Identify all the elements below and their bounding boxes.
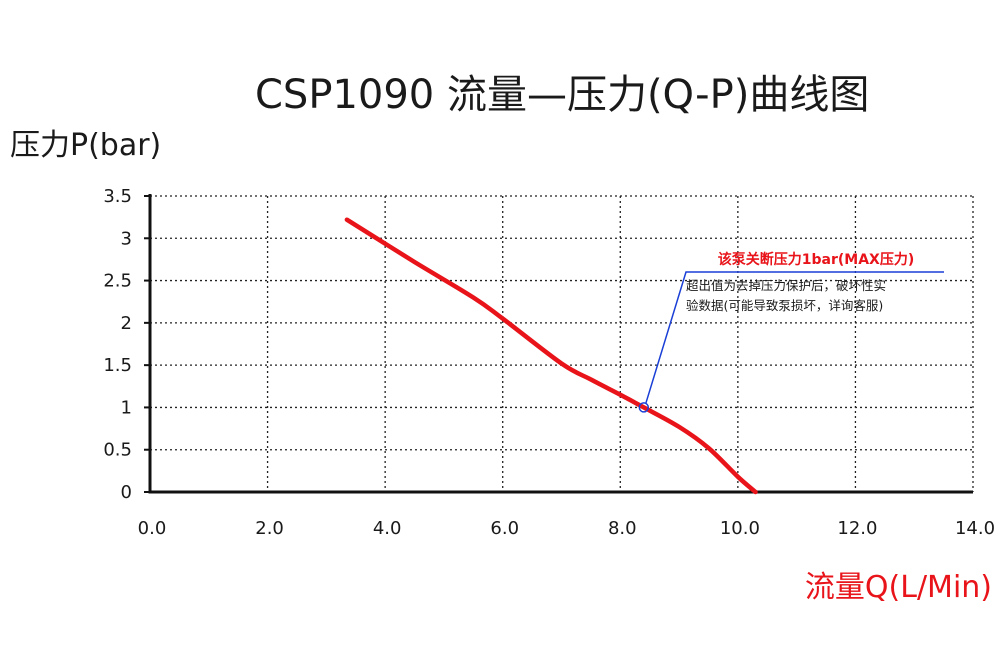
annotation-title: 该泵关断压力1bar(MAX压力) (718, 251, 914, 268)
x-tick-label: 0.0 (138, 518, 167, 539)
y-tick-label: 2.5 (103, 271, 132, 292)
series-group (344, 217, 758, 495)
x-tick-label: 10.0 (720, 518, 760, 539)
y-tick-label: 1.5 (103, 355, 132, 376)
annotation-group: 该泵关断压力1bar(MAX压力) 超出值为去掉压力保护后，破坏性实验数据(可能导… (638, 251, 944, 413)
annotation-note-line: 验数据(可能导致泵损坏，详询客服) (686, 298, 883, 313)
x-tick-label: 6.0 (490, 518, 519, 539)
y-axis-label: 压力P(bar) (10, 128, 162, 163)
x-tick-label: 4.0 (373, 518, 402, 539)
annotation-marker (638, 402, 650, 413)
y-tick-labels: 0 0.5 1 1.5 2 2.5 3 3.5 (103, 186, 132, 503)
grid-lines (150, 195, 974, 492)
x-tick-label: 14.0 (955, 518, 995, 539)
y-tick-label: 3 (121, 228, 132, 249)
y-tick-label: 2 (121, 313, 132, 334)
x-tick-label: 2.0 (255, 518, 284, 539)
y-tick-label: 0 (121, 482, 132, 503)
x-tick-labels: 0.0 2.0 4.0 6.0 8.0 10.0 12.0 14.0 (138, 518, 995, 539)
y-tick-label: 0.5 (103, 440, 132, 461)
annotation-note-line: 超出值为去掉压力保护后，破坏性实 (686, 278, 886, 293)
y-tick-label: 3.5 (103, 186, 132, 207)
series-line (344, 217, 758, 495)
axes (144, 194, 973, 494)
x-tick-label: 12.0 (837, 518, 877, 539)
y-tick-label: 1 (121, 397, 132, 418)
x-tick-label: 8.0 (608, 518, 637, 539)
x-axis-label: 流量Q(L/Min) (804, 570, 992, 605)
chart-title: CSP1090 流量—压力(Q-P)曲线图 (255, 72, 870, 118)
annotation-leader-line (645, 271, 944, 404)
